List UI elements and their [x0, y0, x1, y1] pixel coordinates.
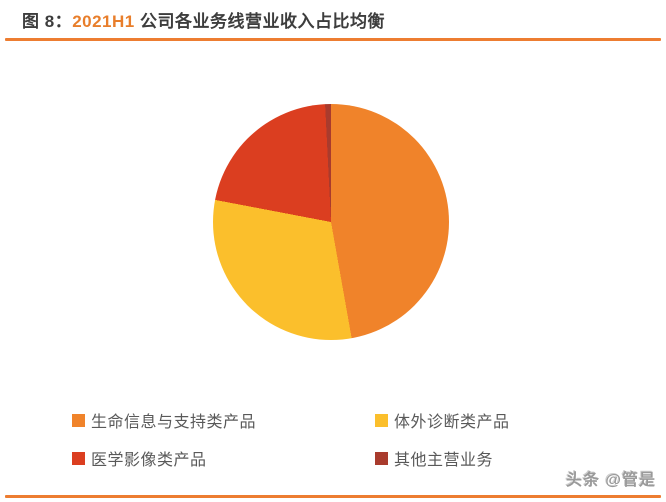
bottom-divider [5, 495, 661, 498]
legend-item: 其他主营业务 [375, 446, 493, 470]
legend-label: 医学影像类产品 [91, 452, 207, 469]
figure-title-rest: 公司各业务线营业收入占比均衡 [134, 12, 385, 31]
legend-item: 体外诊断类产品 [375, 408, 510, 432]
legend-label: 体外诊断类产品 [394, 414, 510, 431]
legend-label: 其他主营业务 [394, 452, 494, 469]
legend-swatch-darkred [375, 451, 388, 465]
legend-item: 生命信息与支持类产品 [72, 408, 256, 432]
title-divider [5, 38, 661, 41]
figure-title-highlight: 2021H1 [72, 12, 135, 31]
legend-label: 生命信息与支持类产品 [91, 414, 257, 431]
legend-swatch-red [72, 451, 85, 465]
figure-title: 图 8：2021H1 公司各业务线营业收入占比均衡 [22, 7, 385, 32]
legend-swatch-yellow [375, 413, 388, 427]
legend-item: 医学影像类产品 [72, 446, 207, 470]
figure-label: 图 8： [22, 12, 73, 31]
watermark: 头条 @管是 [565, 472, 656, 489]
pie-chart [213, 104, 449, 340]
legend-swatch-orange [72, 413, 85, 427]
